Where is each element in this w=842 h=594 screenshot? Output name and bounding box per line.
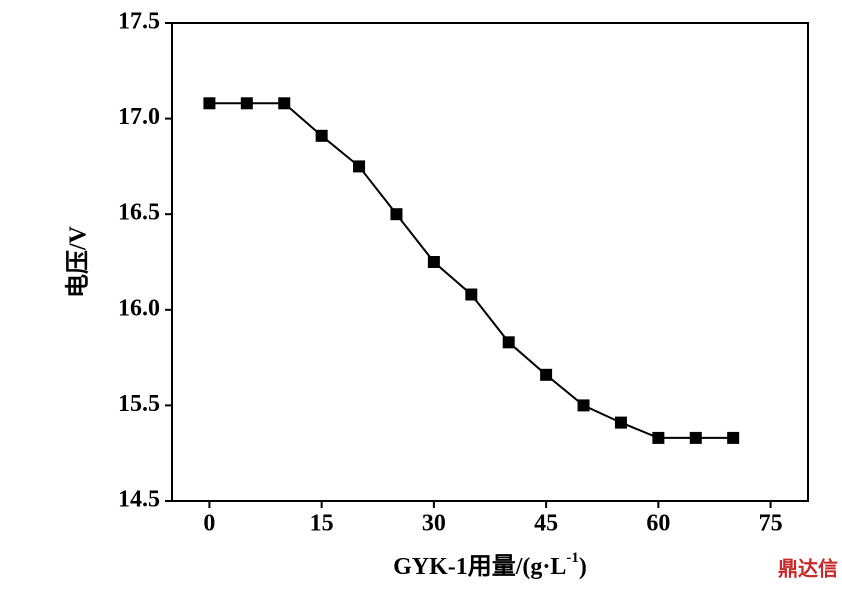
- watermark: 鼎达信: [778, 557, 838, 581]
- y-tick-label: 16.5: [118, 200, 160, 226]
- marker: [240, 97, 253, 110]
- x-tick-label: 0: [203, 511, 215, 537]
- marker: [577, 399, 590, 412]
- x-axis-label-main: GYK-1用量/(g·L: [393, 553, 566, 580]
- marker: [315, 129, 328, 142]
- marker: [353, 160, 366, 173]
- x-tick-label: 30: [422, 511, 446, 537]
- marker: [652, 431, 665, 444]
- x-tick-label: 60: [646, 511, 670, 537]
- marker: [727, 431, 740, 444]
- y-axis-label: 电压/V: [65, 225, 92, 298]
- marker: [203, 97, 216, 110]
- y-tick-label: 14.5: [118, 487, 160, 513]
- y-tick-label: 15.5: [118, 391, 160, 417]
- marker: [278, 97, 291, 110]
- x-axis-label-end: ): [579, 554, 587, 580]
- marker: [465, 288, 478, 301]
- marker: [689, 431, 702, 444]
- x-tick-label: 15: [310, 511, 334, 537]
- marker: [427, 256, 440, 268]
- plot-frame: [171, 22, 809, 502]
- marker: [390, 208, 403, 221]
- y-tick-label: 17.5: [118, 9, 160, 35]
- marker: [502, 336, 515, 349]
- y-tick-label: 17.0: [118, 104, 160, 130]
- x-tick-label: 45: [534, 511, 558, 537]
- marker: [614, 416, 627, 429]
- marker: [540, 368, 553, 381]
- series-line: [209, 102, 734, 439]
- x-tick-label: 75: [759, 511, 783, 537]
- x-axis-label-sup: -1: [566, 550, 579, 566]
- x-axis-label: GYK-1用量/(g·L-1): [393, 550, 587, 579]
- y-tick-label: 16.0: [118, 295, 160, 321]
